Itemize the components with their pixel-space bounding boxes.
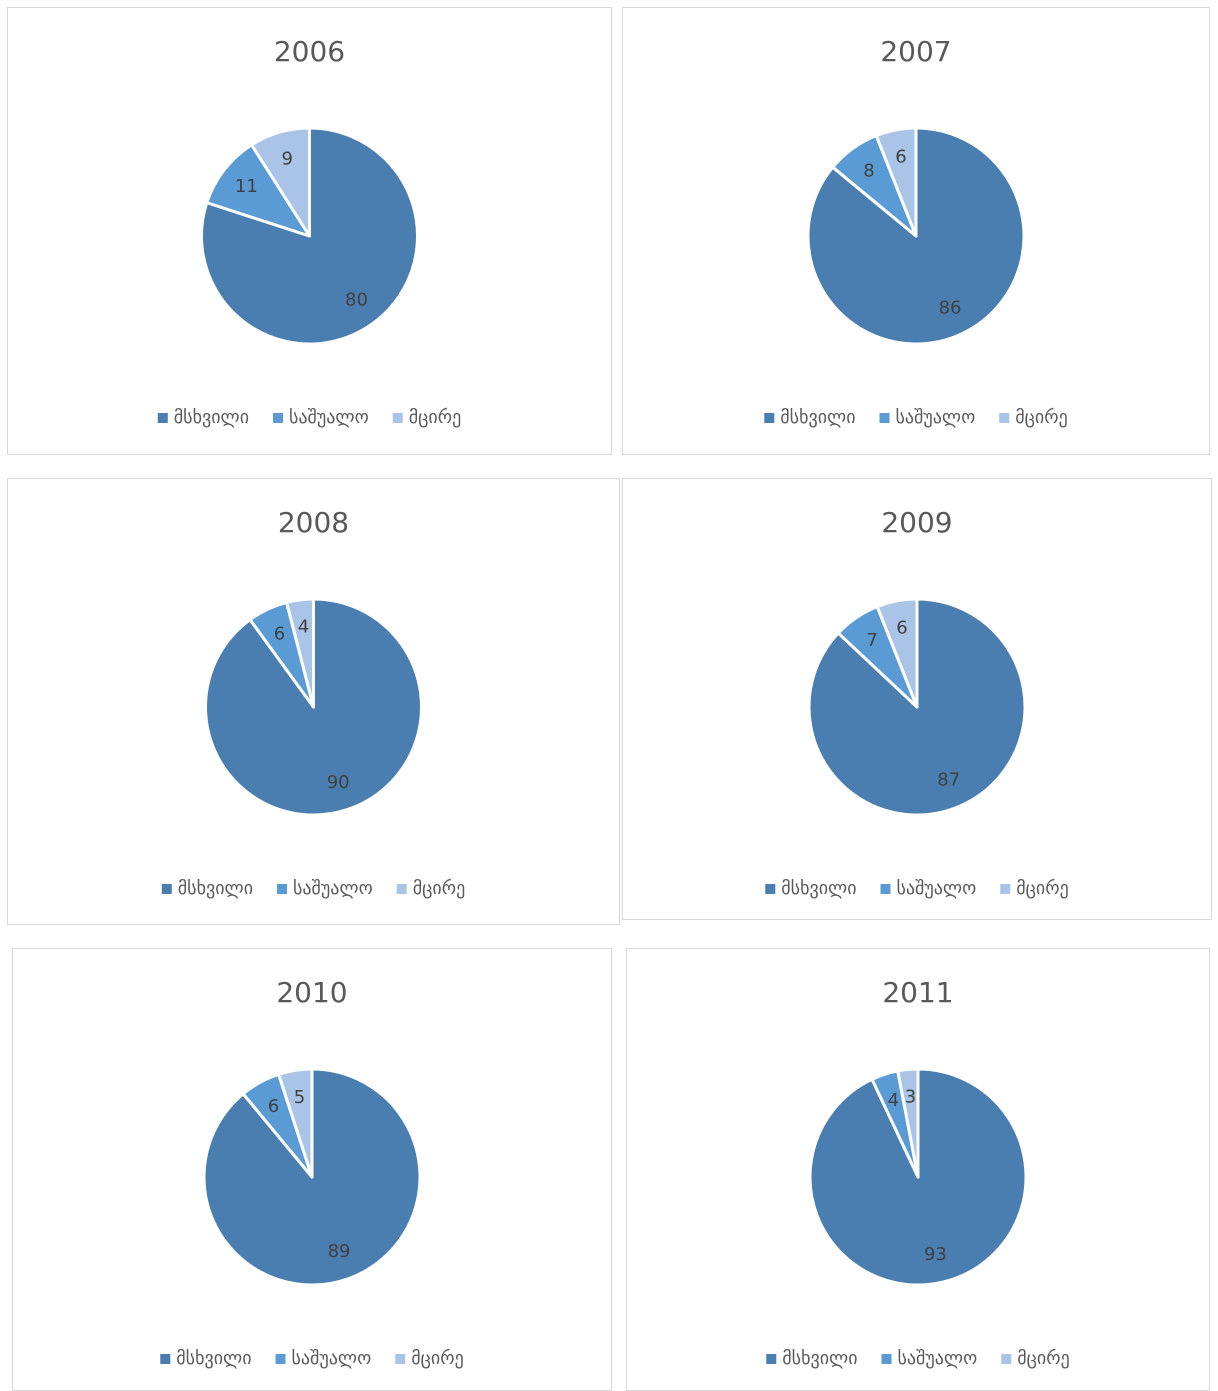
legend-swatch [1000,884,1011,894]
data-label: 6 [895,146,906,167]
data-label: 6 [268,1096,279,1117]
legend-swatch [766,1354,777,1364]
data-label: 86 [939,297,962,318]
pie-chart: 2011 93 4 3 მსხვილი საშუალო მცირე [626,948,1210,1391]
legend-swatch [880,884,891,894]
data-label: 9 [281,148,292,169]
legend-swatch [273,413,284,423]
legend-label: საშუალო [896,407,976,428]
legend-swatch [879,413,890,423]
data-label: 6 [274,624,285,645]
pie-slice [875,597,919,709]
pie-slice [896,1067,920,1179]
pie-chart: 2008 90 6 4 მსხვილი საშუალო მცირე [7,478,620,925]
pie-slice [200,126,419,346]
chart-title: 2006 [274,35,345,68]
data-label: 93 [924,1244,947,1265]
legend-swatch [395,1354,406,1364]
legend-label: საშუალო [293,878,373,899]
pie-slice [277,1067,314,1179]
pie-chart: 2009 87 76 მსხვილი საშუალო მცირე [622,478,1212,920]
legend-label: მსხვილი [176,1348,251,1369]
legend-label: მცირე [413,878,465,899]
pie-slice [874,126,918,238]
pie-slice [250,126,311,238]
legend-swatch [1001,1354,1012,1364]
pie-slice [204,597,423,817]
legend-label: საშუალო [292,1348,372,1369]
legend-label: მცირე [1015,407,1067,428]
legend-label: მსხვილი [781,878,856,899]
legend: მსხვილი საშუალო მცირე [157,407,461,428]
legend-label: მსხვილი [782,1348,857,1369]
legend-label: მცირე [1017,1348,1069,1369]
legend-label: მსხვილი [780,407,855,428]
pie-chart: 2007 86 86 მსხვილი საშუალო მცირე [622,7,1210,455]
legend-label: მსხვილი [174,407,249,428]
legend: მსხვილი საშუალო მცირე [161,878,465,899]
data-label: 5 [294,1087,305,1108]
legend-swatch [161,884,172,894]
legend-label: მცირე [1016,878,1068,899]
legend-label: მცირე [409,407,461,428]
legend-swatch [157,413,168,423]
pie-slice [285,597,315,709]
data-label: 89 [328,1241,351,1262]
chart-title: 2007 [880,35,951,68]
legend-label: მსხვილი [178,878,253,899]
data-label: 4 [888,1090,899,1111]
legend-swatch [160,1354,171,1364]
legend-label: საშუალო [289,407,369,428]
legend-swatch [392,413,403,423]
chart-title: 2011 [882,976,953,1009]
legend-swatch [764,413,775,423]
pie-chart: 2010 89 6 5 მსხვილი საშუალო მცირე [12,948,612,1391]
chart-title: 2008 [278,506,349,539]
legend-label: საშუალო [898,1348,978,1369]
data-label: 90 [327,772,350,793]
legend-swatch [765,884,776,894]
legend-label: საშუალო [897,878,977,899]
pie-chart: 2006 80 11 9 მსხვილი საშუალო მცირე [7,7,612,455]
chart-title: 2010 [276,976,347,1009]
data-label: 11 [235,176,258,197]
data-label: 6 [896,617,907,638]
legend: მსხვილი საშუალო მცირე [766,1348,1070,1369]
data-label: 8 [863,160,874,181]
legend-swatch [277,884,288,894]
legend: მსხვილი საშუალო მცირე [160,1348,464,1369]
data-label: 87 [937,769,960,790]
legend-label: მცირე [411,1348,463,1369]
legend-swatch [275,1354,286,1364]
legend: მსხვილი საშუალო მცირე [764,407,1068,428]
data-label: 4 [298,617,309,638]
chart-title: 2009 [881,506,952,539]
data-label: 7 [866,630,877,651]
legend-swatch [881,1354,892,1364]
data-label: 3 [905,1086,916,1107]
data-label: 80 [345,290,368,311]
legend: მსხვილი საშუალო მცირე [765,878,1069,899]
legend-swatch [396,884,407,894]
legend-swatch [999,413,1010,423]
